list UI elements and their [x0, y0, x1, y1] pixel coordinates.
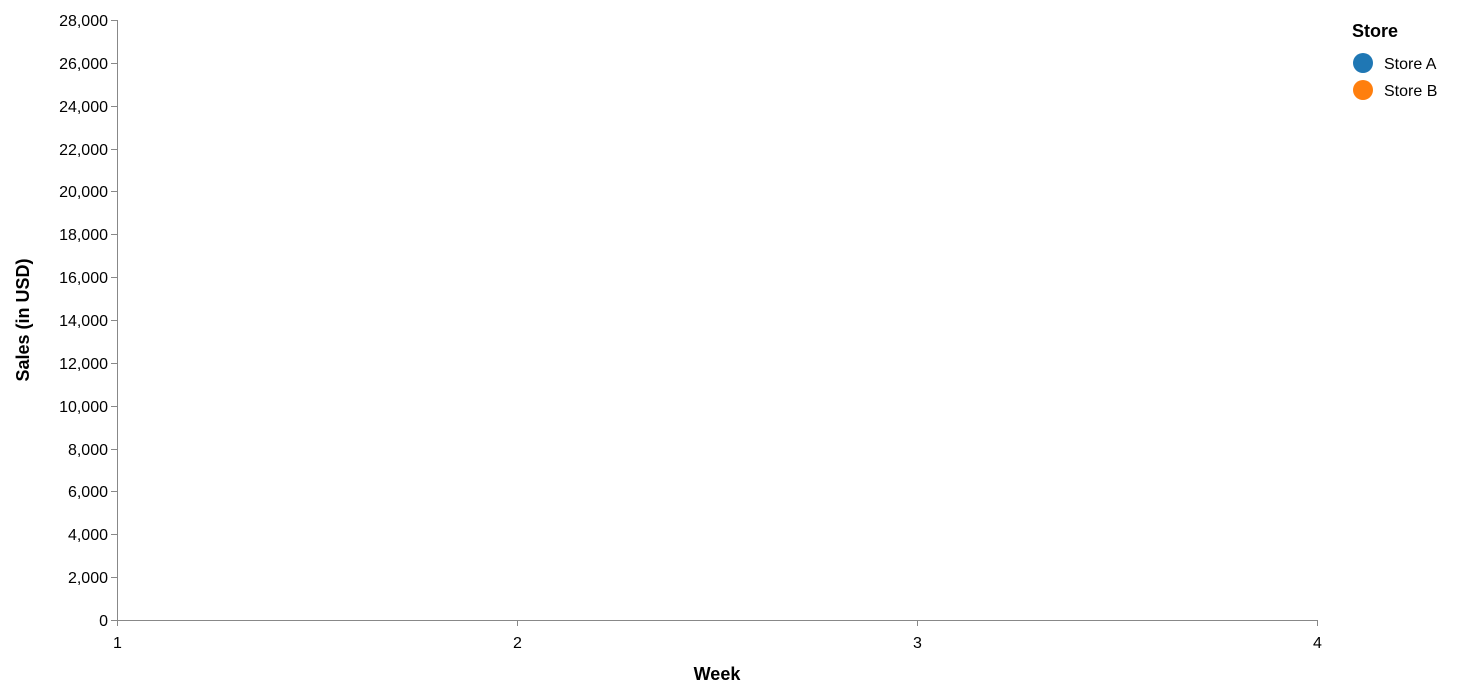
y-tick-label: 4,000 [68, 527, 108, 544]
x-tick-label: 2 [513, 635, 522, 652]
y-tick-label: 8,000 [68, 442, 108, 459]
y-tick-label: 24,000 [59, 99, 108, 116]
y-tick-label: 28,000 [59, 13, 108, 30]
legend-swatch-icon [1353, 53, 1373, 73]
y-tick-label: 6,000 [68, 484, 108, 501]
x-axis: 1 2 3 4 [113, 620, 1322, 652]
y-tick-label: 14,000 [59, 313, 108, 330]
y-axis-title: Sales (in USD) [13, 258, 33, 381]
legend-items: Store A Store B [1353, 53, 1437, 100]
y-axis: 0 2,000 4,000 6,000 8,000 10,000 12,000 14,000 1… [59, 13, 118, 630]
legend-label: Store A [1384, 56, 1437, 73]
x-tick-label: 1 [113, 635, 122, 652]
y-tick-label: 22,000 [59, 142, 108, 159]
legend: Store Store A Store B [1352, 21, 1437, 100]
y-tick-label: 18,000 [59, 227, 108, 244]
x-axis-title: Week [694, 664, 742, 684]
y-tick-label: 12,000 [59, 356, 108, 373]
y-tick-label: 20,000 [59, 184, 108, 201]
legend-label: Store B [1384, 83, 1437, 100]
legend-swatch-icon [1353, 80, 1373, 100]
y-tick-label: 2,000 [68, 570, 108, 587]
y-tick-label: 26,000 [59, 56, 108, 73]
x-tick-label: 4 [1313, 635, 1322, 652]
legend-title: Store [1352, 21, 1398, 41]
y-tick-label: 16,000 [59, 270, 108, 287]
y-tick-label: 10,000 [59, 399, 108, 416]
x-tick-label: 3 [913, 635, 922, 652]
y-tick-label: 0 [99, 613, 108, 630]
